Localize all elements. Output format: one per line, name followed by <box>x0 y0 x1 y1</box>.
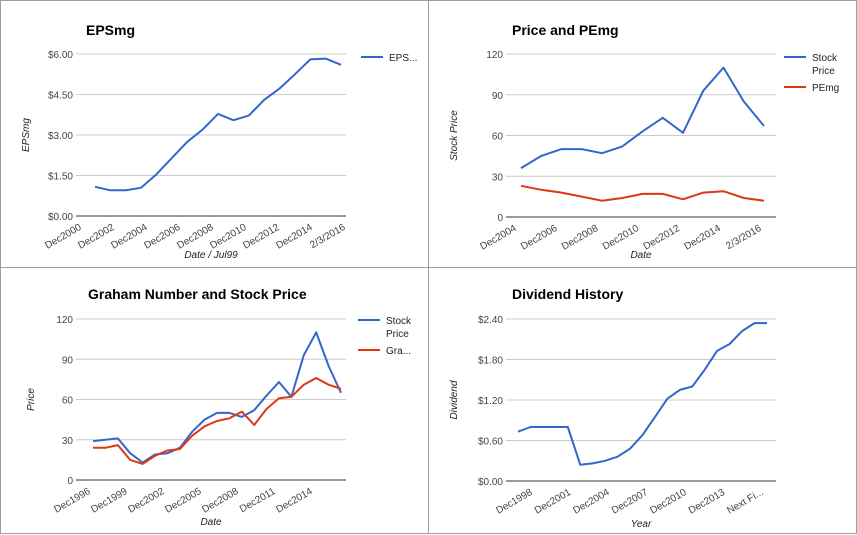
y-tick-label: $0.00 <box>48 212 73 223</box>
legend-label: PEmg <box>812 83 839 94</box>
y-tick-label: 90 <box>492 91 504 102</box>
x-tick-label: Dec1998 <box>494 487 535 517</box>
y-tick-label: 60 <box>62 396 74 407</box>
eps-chart-panel: EPSmg $0.00 $1.50 $3.00 $4.50 $6.00 Dec2000 Dec… <box>0 0 429 268</box>
series-line <box>520 66 765 169</box>
x-tick-label: Dec2000 <box>43 222 84 252</box>
x-tick-label: Dec2013 <box>687 487 728 517</box>
y-tick-label: 30 <box>62 436 74 447</box>
y-tick-label: $0.00 <box>478 477 503 488</box>
x-tick-label: Dec1999 <box>89 486 130 516</box>
series-line <box>93 377 342 465</box>
x-axis-label: Year <box>631 519 652 530</box>
y-tick-label: $0.60 <box>478 437 503 448</box>
x-axis-label: Date <box>200 517 222 528</box>
graham-chart: Graham Number and Stock Price 0 30 60 90 120 D… <box>26 286 412 528</box>
series-line <box>520 184 765 202</box>
x-tick-label: Dec2011 <box>238 486 278 515</box>
y-axis-label: Price <box>26 388 37 411</box>
y-tick-label: $1.80 <box>478 356 503 367</box>
x-tick-label: Dec2004 <box>478 223 519 253</box>
x-tick-label: Dec2012 <box>241 222 282 252</box>
y-tick-label: 0 <box>497 213 503 224</box>
legend-label: Gra... <box>386 346 411 357</box>
legend-label: Stock <box>812 53 838 64</box>
x-tick-label: Dec2007 <box>610 487 651 517</box>
x-tick-label: Dec2002 <box>126 486 167 516</box>
x-tick-label: Dec1996 <box>52 486 93 516</box>
legend-label: EPS... <box>389 53 417 64</box>
x-tick-label: Dec2008 <box>200 486 241 516</box>
x-tick-label: Dec2010 <box>601 223 642 253</box>
chart-title: Price and PEmg <box>512 22 619 38</box>
y-tick-label: 30 <box>492 172 504 183</box>
x-tick-label: Dec2002 <box>76 222 117 252</box>
chart-title: EPSmg <box>86 22 135 38</box>
dividend-chart: Dividend History $0.00 $0.60 $1.20 $1.80 $2.4… <box>449 286 776 530</box>
chart-title: Graham Number and Stock Price <box>88 286 307 302</box>
y-axis-label: Stock Price <box>449 110 460 161</box>
y-tick-label: 120 <box>486 50 503 61</box>
y-tick-label: 120 <box>56 315 73 326</box>
legend-label: Price <box>386 329 409 340</box>
graham-chart-panel: Graham Number and Stock Price 0 30 60 90 120 D… <box>0 267 429 534</box>
y-tick-label: $1.20 <box>478 396 503 407</box>
x-tick-label: 2/3/2016 <box>724 223 764 252</box>
x-tick-label: Dec2010 <box>208 222 249 252</box>
y-tick-label: $2.40 <box>478 315 503 326</box>
series-line <box>94 57 342 192</box>
series-line <box>92 331 342 464</box>
x-tick-label: Dec2008 <box>560 223 601 253</box>
x-tick-label: Dec2008 <box>175 222 216 252</box>
x-tick-label: Dec2004 <box>109 222 150 252</box>
x-axis-label: Date / Jul99 <box>184 250 238 261</box>
price-pe-chart-panel: Price and PEmg 0 30 60 90 120 Dec2004 Dec2006 De… <box>428 0 857 268</box>
x-tick-label: Dec2005 <box>163 486 204 516</box>
y-tick-label: 90 <box>62 355 74 366</box>
x-tick-label: Dec2014 <box>682 223 723 253</box>
dividend-chart-panel: Dividend History $0.00 $0.60 $1.20 $1.80 $2.4… <box>428 267 857 534</box>
y-tick-label: $1.50 <box>48 172 73 183</box>
x-tick-label: Dec2010 <box>648 487 689 517</box>
chart-title: Dividend History <box>512 286 623 302</box>
legend-label: Stock <box>386 316 412 327</box>
y-axis-label: EPSmg <box>21 118 32 152</box>
x-tick-label: 2/3/2016 <box>308 222 348 251</box>
y-tick-label: 60 <box>492 132 504 143</box>
x-tick-label: Dec2006 <box>142 222 183 252</box>
x-tick-label: Dec2014 <box>274 222 315 252</box>
x-tick-label: Dec2006 <box>519 223 560 253</box>
x-tick-label: Dec2001 <box>533 487 574 517</box>
y-axis-label: Dividend <box>449 380 460 419</box>
series-line <box>517 322 767 466</box>
x-tick-label: Dec2004 <box>571 487 612 517</box>
eps-chart: EPSmg$0.00$1.50$3.00$4.50$6.00Dec2000Dec… <box>21 22 417 261</box>
y-tick-label: 0 <box>67 476 73 487</box>
y-tick-label: $4.50 <box>48 91 73 102</box>
x-tick-label: Next Fi... <box>725 487 765 517</box>
legend-label: Price <box>812 66 835 77</box>
y-tick-label: $6.00 <box>48 50 73 61</box>
x-tick-label: Dec2014 <box>274 486 315 516</box>
x-axis-label: Date <box>630 250 652 261</box>
y-tick-label: $3.00 <box>48 131 73 142</box>
x-tick-label: Dec2012 <box>642 223 683 253</box>
